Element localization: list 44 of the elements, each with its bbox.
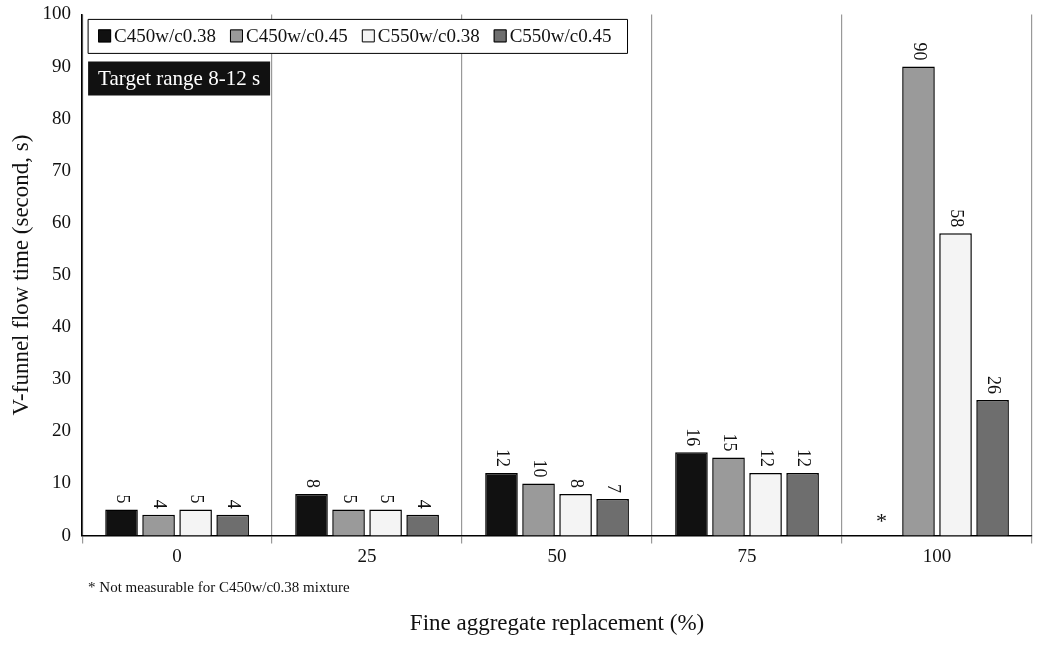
annotation: Target range 8-12 s <box>98 65 261 90</box>
data-label: 4 <box>149 499 170 509</box>
data-label: 4 <box>223 499 244 509</box>
y-tick-label: 20 <box>52 419 72 441</box>
y-tick-label: 50 <box>52 262 72 284</box>
text: * Not measurable for C450w/c0.38 mixture <box>88 578 351 595</box>
data-label: 5 <box>339 494 360 504</box>
x-tick-label: 100 <box>922 544 952 566</box>
data-label: 26 <box>983 376 1004 395</box>
data-label: 90 <box>909 42 930 61</box>
y-tick-label: 30 <box>52 367 72 389</box>
annotation: * <box>875 508 887 534</box>
data-label: 8 <box>302 478 323 488</box>
y-tick-label: 0 <box>61 523 72 545</box>
data-label: 58 <box>946 209 967 228</box>
y-tick-label: 40 <box>52 315 72 337</box>
data-label: 12 <box>492 449 513 468</box>
legend-label: C550w/c0.45 <box>509 25 612 47</box>
x-tick-label: 0 <box>172 544 182 566</box>
legend-label: C450w/c0.38 <box>114 25 216 47</box>
y-axis-title: V-funnel flow time (second, s) <box>7 134 33 416</box>
y-tick-label: 90 <box>52 54 72 76</box>
y-tick-label: 10 <box>52 471 72 493</box>
x-tick-label: 75 <box>737 544 757 566</box>
y-tick-label: 80 <box>52 106 72 128</box>
data-label: 4 <box>413 499 434 509</box>
y-tick-label: 100 <box>42 2 72 24</box>
legend-label: C450w/c0.45 <box>245 25 348 47</box>
data-label: 12 <box>756 449 777 468</box>
x-tick-label: 25 <box>357 544 377 566</box>
data-label: 7 <box>603 484 624 494</box>
data-label: 5 <box>376 494 397 504</box>
data-label: 15 <box>719 433 740 452</box>
data-label: 10 <box>529 459 550 478</box>
y-tick-label: 60 <box>52 210 72 232</box>
data-label: 12 <box>793 449 814 468</box>
y-tick-label: 70 <box>52 158 72 180</box>
data-label: 8 <box>566 478 587 488</box>
data-label: 16 <box>682 428 703 447</box>
data-label: 5 <box>112 494 133 504</box>
data-label: 5 <box>186 494 207 504</box>
x-tick-label: 50 <box>547 544 567 566</box>
x-axis-title: Fine aggregate replacement (%) <box>409 610 705 636</box>
legend-label: C550w/c0.38 <box>377 25 480 47</box>
